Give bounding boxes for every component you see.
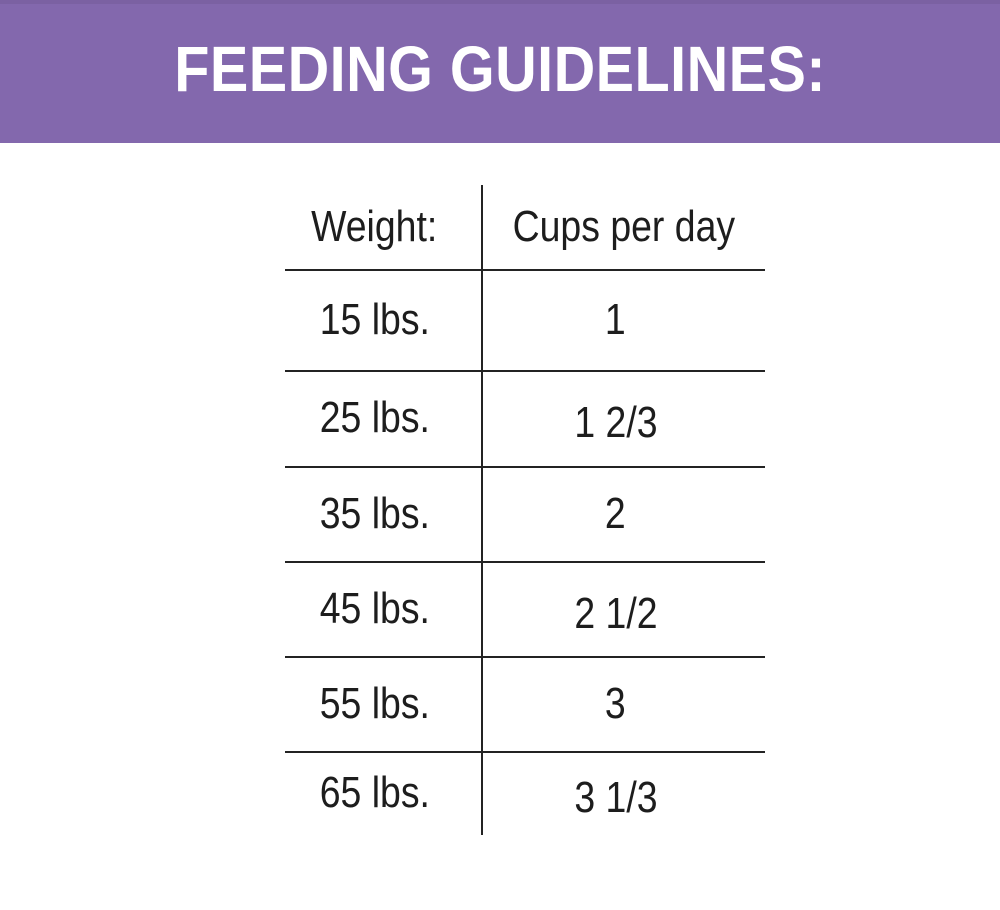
feeding-table: Weight: Cups per day 15 lbs. 1 25 lbs. 1…	[285, 185, 765, 835]
table-row: 15 lbs. 1	[285, 269, 765, 370]
weight-column-header-label: Weight:	[311, 202, 438, 251]
table-row: 35 lbs. 2	[285, 466, 765, 561]
row-divider	[285, 561, 765, 563]
cups-value-cell: 2	[605, 488, 626, 538]
row-divider	[285, 656, 765, 658]
cups-column-header-label: Cups per day	[512, 202, 735, 251]
row-divider	[285, 370, 765, 372]
table-row: 55 lbs. 3	[285, 656, 765, 751]
weight-cell: 65 lbs.	[319, 768, 430, 817]
cups-column-header: Cups per day	[482, 185, 765, 269]
banner: FEEDING GUIDELINES:	[0, 0, 1000, 143]
weight-cell: 55 lbs.	[319, 678, 430, 728]
column-divider	[481, 185, 483, 835]
cups-value-cell: 3	[605, 678, 626, 728]
table-row: 45 lbs. 2 1/2	[285, 561, 765, 656]
row-divider	[285, 466, 765, 468]
weight-cell: 25 lbs.	[319, 393, 430, 442]
cups-value-cell: 1	[605, 294, 626, 344]
row-divider	[285, 269, 765, 271]
cups-value-cell: 1 2/3	[573, 398, 658, 447]
weight-column-header: Weight:	[285, 185, 482, 269]
table-row: 65 lbs. 3 1/3	[285, 751, 765, 835]
weight-cell: 35 lbs.	[319, 488, 430, 538]
cups-value-cell: 3 1/3	[573, 773, 658, 822]
weight-cell: 15 lbs.	[319, 294, 430, 344]
weight-cell: 45 lbs.	[319, 583, 430, 633]
banner-title: FEEDING GUIDELINES:	[174, 32, 826, 105]
row-divider	[285, 751, 765, 753]
table-row: 25 lbs. 1 2/3	[285, 370, 765, 466]
table-header-row: Weight: Cups per day	[285, 185, 765, 269]
cups-value-cell: 2 1/2	[573, 588, 658, 638]
